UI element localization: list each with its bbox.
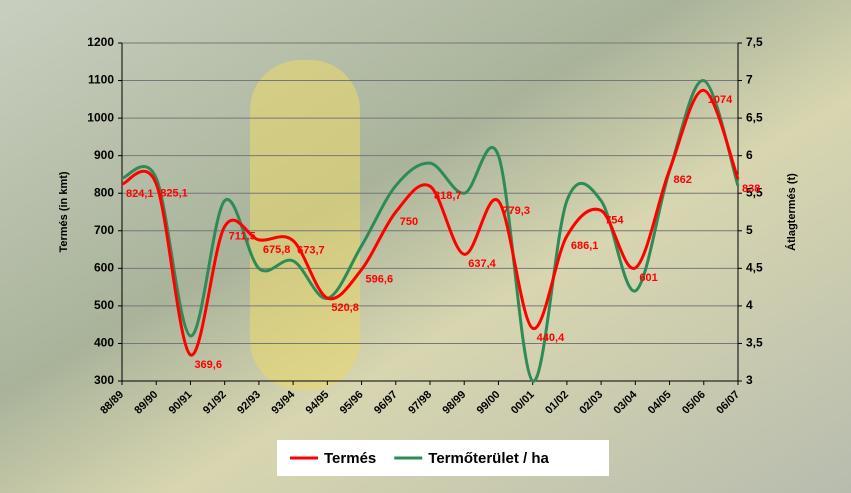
data-label: 818,7 [434,190,462,202]
y-tick-label: 400 [94,336,114,350]
legend-label: Termés [324,450,376,467]
data-label: 369,6 [194,359,222,371]
data-label: 824,1 [126,188,154,200]
y2-tick-label: 4,5 [746,261,763,275]
y-tick-label: 1100 [88,73,114,87]
y-tick-label: 600 [94,261,114,275]
y-tick-label: 1000 [87,110,114,124]
data-label: 520,8 [331,302,359,314]
y2-tick-label: 3 [746,373,753,387]
y-axis-title: Termés (in kmt) [58,171,70,252]
data-label: 596,6 [366,274,394,286]
y-tick-label: 500 [94,298,114,312]
data-label: 754 [605,214,624,226]
background [0,0,851,493]
data-label: 862 [674,174,692,186]
data-label: 440,4 [537,332,565,344]
data-label: 750 [400,216,418,228]
y2-axis-title: Átlagtermés (t) [785,173,798,251]
y-tick-label: 900 [94,148,114,162]
y2-tick-label: 5 [746,223,753,237]
y2-tick-label: 6,5 [746,110,763,124]
y-tick-label: 1200 [87,35,114,49]
data-label: 601 [639,272,657,284]
data-label: 686,1 [571,240,599,252]
data-label: 711,5 [229,230,256,242]
data-label: 675,8 [263,244,291,256]
data-label: 1074 [708,94,733,106]
legend-label: Termőterület / ha [428,450,549,467]
y2-tick-label: 4 [746,298,753,312]
y2-tick-label: 3,5 [746,336,763,350]
legend: Termés Termőterület / ha [277,440,609,476]
y2-tick-label: 7,5 [746,35,763,49]
data-label: 637,4 [468,258,496,270]
data-label: 825,1 [160,188,188,200]
data-label: 673,7 [297,245,325,257]
corn-decoration [250,60,360,390]
data-label: 838 [742,183,760,195]
y-tick-label: 800 [94,185,114,199]
y2-tick-label: 6 [746,148,753,162]
data-label: 779,3 [502,205,530,217]
y2-tick-label: 7 [746,73,753,87]
y-tick-label: 300 [94,373,114,387]
chart: Termés (in kmt) Átlagtermés (t) TermésTe… [0,0,851,493]
y-tick-label: 700 [94,223,114,237]
